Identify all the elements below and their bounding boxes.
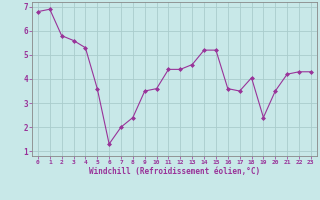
X-axis label: Windchill (Refroidissement éolien,°C): Windchill (Refroidissement éolien,°C) xyxy=(89,167,260,176)
